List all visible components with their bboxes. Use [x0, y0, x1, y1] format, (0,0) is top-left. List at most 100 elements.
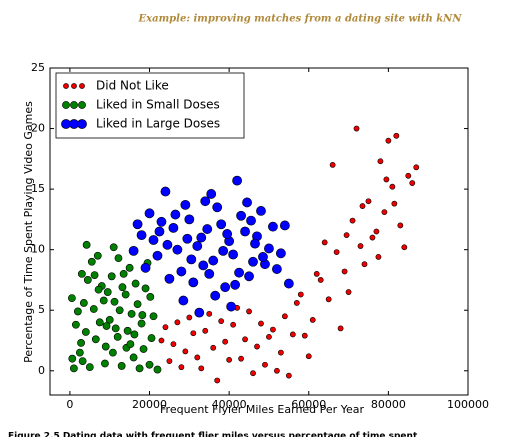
point: [353, 125, 360, 132]
point: [357, 243, 364, 249]
point: [127, 309, 136, 318]
point: [250, 238, 260, 249]
point: [141, 284, 150, 293]
point: [293, 300, 300, 306]
y-tick-label: 5: [38, 303, 45, 316]
point: [393, 132, 400, 139]
legend-marker: [78, 101, 86, 109]
point: [85, 363, 94, 372]
point: [188, 277, 199, 288]
point: [83, 276, 92, 284]
point: [369, 234, 376, 241]
legend-marker: [79, 83, 85, 89]
point: [313, 270, 320, 277]
point: [90, 271, 99, 279]
legend-label: Liked in Small Doses: [96, 98, 220, 112]
point: [93, 251, 102, 260]
point: [194, 354, 201, 361]
point: [149, 312, 158, 321]
point: [283, 278, 294, 289]
legend-box: [55, 72, 245, 139]
point: [130, 330, 139, 339]
point: [381, 209, 388, 216]
point: [275, 248, 286, 259]
point: [230, 321, 237, 328]
point: [139, 345, 148, 353]
point: [129, 353, 138, 362]
point: [114, 254, 123, 263]
point: [174, 319, 181, 326]
point: [111, 324, 120, 333]
point: [131, 279, 140, 288]
point: [115, 306, 124, 315]
point: [146, 292, 155, 301]
legend-marker: [71, 83, 77, 89]
point: [361, 261, 368, 268]
point: [178, 364, 185, 371]
point: [242, 197, 252, 208]
point: [194, 307, 205, 318]
point: [391, 200, 398, 207]
point: [343, 232, 350, 239]
point: [222, 338, 229, 345]
point: [180, 199, 191, 210]
point: [365, 198, 372, 205]
point: [94, 285, 103, 294]
point: [75, 348, 84, 357]
point: [170, 341, 177, 348]
point: [248, 256, 258, 267]
x-tick-label: 100000: [447, 398, 489, 411]
point: [154, 226, 165, 237]
point: [256, 206, 266, 216]
point: [401, 244, 408, 251]
point: [153, 365, 162, 374]
point: [218, 318, 225, 325]
legend-label: Liked in Large Doses: [96, 117, 220, 131]
point: [206, 189, 217, 199]
point: [101, 359, 109, 368]
point: [375, 254, 382, 260]
point: [77, 269, 86, 278]
point: [413, 164, 420, 171]
point: [71, 320, 80, 329]
point: [126, 340, 135, 349]
point: [230, 279, 241, 290]
point: [87, 257, 96, 266]
point: [329, 161, 336, 168]
y-tick-label: 10: [31, 243, 45, 256]
point: [110, 297, 119, 306]
point: [202, 327, 209, 334]
x-tick-label: 80000: [371, 398, 406, 411]
y-tick-label: 20: [31, 122, 45, 135]
point: [186, 254, 197, 265]
point: [89, 305, 98, 313]
point: [266, 333, 272, 340]
point: [140, 262, 151, 273]
point: [190, 330, 197, 337]
point: [262, 361, 268, 368]
point: [232, 175, 243, 186]
point: [108, 348, 117, 357]
point: [198, 260, 209, 271]
point: [172, 244, 183, 255]
y-axis-label: Percentage of Time Spent Playing Video G…: [22, 101, 35, 363]
point: [409, 180, 416, 186]
point: [162, 239, 173, 250]
y-tick-label: 15: [31, 182, 45, 195]
point: [333, 249, 340, 255]
point: [117, 362, 126, 370]
point: [242, 336, 248, 343]
point: [305, 353, 312, 360]
x-tick-label: 40000: [212, 398, 247, 411]
point: [105, 316, 114, 324]
point: [99, 296, 108, 305]
legend-label: Did Not Like: [96, 79, 169, 93]
point: [214, 377, 221, 384]
series: [67, 240, 162, 374]
point: [147, 334, 156, 342]
point: [349, 217, 356, 224]
legend-marker: [77, 119, 87, 129]
point: [277, 349, 284, 356]
point: [240, 226, 250, 237]
point: [69, 364, 78, 373]
